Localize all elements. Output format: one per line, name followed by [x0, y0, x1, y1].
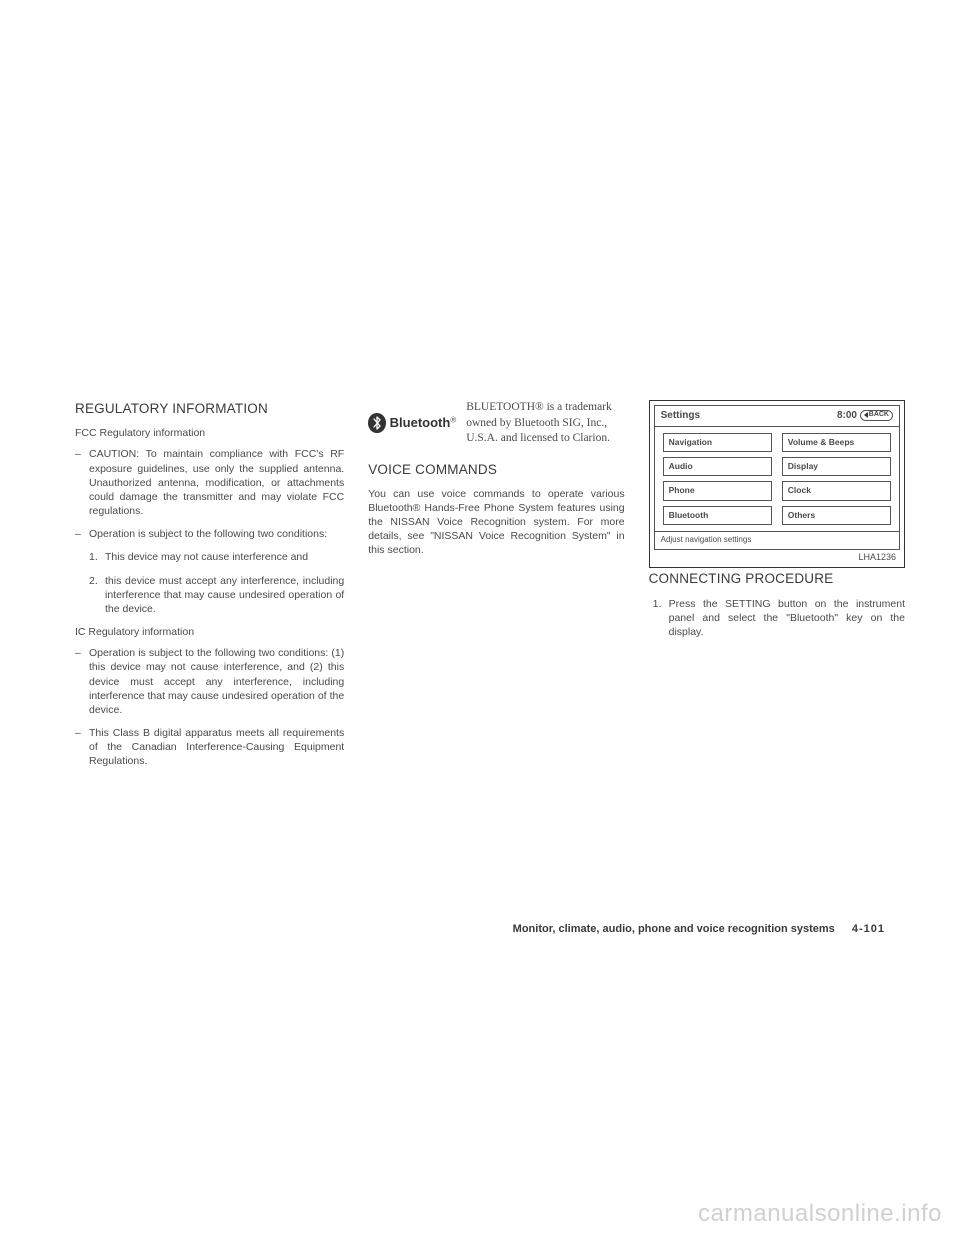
fcc-num-2: 2.this device must accept any interferen… [89, 574, 344, 617]
fcc-num-1-text: This device may not cause interference a… [105, 551, 308, 563]
column-3: Settings 8:00 BACK Navigation Volume & B… [649, 400, 905, 778]
bluetooth-trademark-row: Bluetooth® BLUETOOTH® is a trademark own… [368, 400, 624, 447]
regulatory-heading: REGULATORY INFORMATION [75, 400, 344, 418]
screen-clock-area: 8:00 BACK [837, 409, 893, 423]
settings-figure: Settings 8:00 BACK Navigation Volume & B… [649, 400, 905, 568]
connecting-heading: CONNECTING PROCEDURE [649, 570, 905, 588]
page-number: 4-101 [852, 923, 885, 935]
bluetooth-logo: Bluetooth® [368, 402, 456, 444]
fcc-num-2-text: this device must accept any interference… [105, 575, 344, 615]
footer-text: Monitor, climate, audio, phone and voice… [513, 923, 835, 935]
column-2: Bluetooth® BLUETOOTH® is a trademark own… [368, 400, 624, 778]
screen-header: Settings 8:00 BACK [655, 406, 899, 426]
column-1: REGULATORY INFORMATION FCC Regulatory in… [75, 400, 344, 778]
bluetooth-icon [368, 413, 385, 433]
screen-title: Settings [661, 409, 700, 423]
screen-clock: 8:00 [837, 410, 857, 421]
menu-phone[interactable]: Phone [663, 481, 772, 500]
bluetooth-trademark-text: BLUETOOTH® is a trademark owned by Bluet… [466, 400, 624, 447]
voice-commands-body: You can use voice commands to operate va… [368, 487, 624, 558]
menu-volume-beeps[interactable]: Volume & Beeps [782, 433, 891, 452]
back-label: BACK [869, 410, 889, 419]
page-content: REGULATORY INFORMATION FCC Regulatory in… [75, 400, 905, 778]
menu-others[interactable]: Others [782, 506, 891, 525]
menu-clock[interactable]: Clock [782, 481, 891, 500]
menu-audio[interactable]: Audio [663, 457, 772, 476]
connecting-steps: 1.Press the SETTING button on the instru… [649, 597, 905, 640]
ic-subtitle: IC Regulatory information [75, 625, 344, 639]
connecting-step-1: 1.Press the SETTING button on the instru… [653, 597, 905, 640]
screen-footer: Adjust navigation settings [655, 531, 899, 549]
watermark: carmanualsonline.info [698, 1200, 942, 1228]
menu-navigation[interactable]: Navigation [663, 433, 772, 452]
ic-item-2: This Class B digital apparatus meets all… [75, 726, 344, 769]
ic-list: Operation is subject to the following tw… [75, 646, 344, 768]
connecting-step-1-text: Press the SETTING button on the instrume… [669, 598, 905, 638]
fcc-numbered-list: 1.This device may not cause interference… [75, 550, 344, 616]
fcc-item-2: Operation is subject to the following tw… [75, 527, 344, 541]
voice-commands-heading: VOICE COMMANDS [368, 461, 624, 479]
back-icon [864, 412, 868, 418]
screen-menu: Navigation Volume & Beeps Audio Display … [655, 426, 899, 532]
figure-label: LHA1236 [654, 550, 900, 563]
menu-bluetooth[interactable]: Bluetooth [663, 506, 772, 525]
fcc-item-1: CAUTION: To maintain compliance with FCC… [75, 447, 344, 518]
page-footer: Monitor, climate, audio, phone and voice… [513, 923, 885, 935]
menu-display[interactable]: Display [782, 457, 891, 476]
settings-screen: Settings 8:00 BACK Navigation Volume & B… [654, 405, 900, 550]
fcc-subtitle: FCC Regulatory information [75, 426, 344, 440]
fcc-list: CAUTION: To maintain compliance with FCC… [75, 447, 344, 541]
bluetooth-wordmark: Bluetooth® [390, 414, 457, 432]
back-button[interactable]: BACK [860, 410, 893, 421]
fcc-num-1: 1.This device may not cause interference… [89, 550, 344, 564]
ic-item-1: Operation is subject to the following tw… [75, 646, 344, 717]
